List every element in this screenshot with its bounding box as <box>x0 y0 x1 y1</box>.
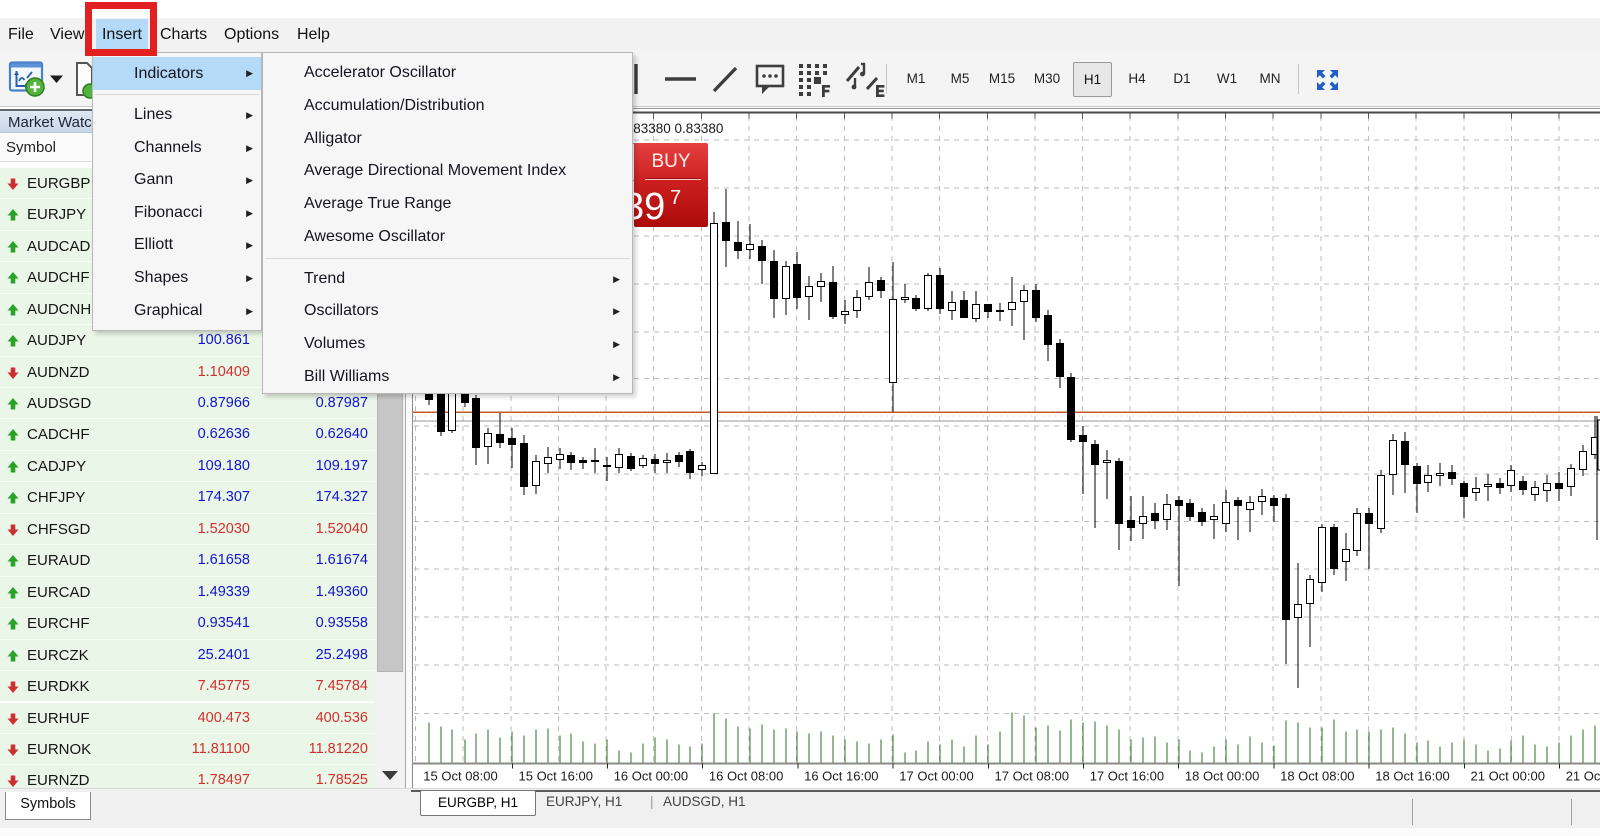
svg-text:15 Oct 08:00: 15 Oct 08:00 <box>423 769 497 784</box>
svg-text:0.83380 0.83380: 0.83380 0.83380 <box>622 121 723 136</box>
svg-text:17 Oct 16:00: 17 Oct 16:00 <box>1090 769 1164 784</box>
svg-text:18 Oct 08:00: 18 Oct 08:00 <box>1280 769 1354 784</box>
svg-text:21 Oct 00:00: 21 Oct 00:00 <box>1471 769 1545 784</box>
svg-text:15 Oct 16:00: 15 Oct 16:00 <box>519 769 593 784</box>
svg-text:21 Oct 08:00: 21 Oct 08:00 <box>1566 769 1600 784</box>
svg-text:17 Oct 00:00: 17 Oct 00:00 <box>899 769 973 784</box>
svg-text:17 Oct 08:00: 17 Oct 08:00 <box>995 769 1069 784</box>
svg-text:18 Oct 16:00: 18 Oct 16:00 <box>1375 769 1449 784</box>
svg-text:16 Oct 16:00: 16 Oct 16:00 <box>804 769 878 784</box>
svg-text:16 Oct 00:00: 16 Oct 00:00 <box>614 769 688 784</box>
svg-text:18 Oct 00:00: 18 Oct 00:00 <box>1185 769 1259 784</box>
svg-text:16 Oct 08:00: 16 Oct 08:00 <box>709 769 783 784</box>
